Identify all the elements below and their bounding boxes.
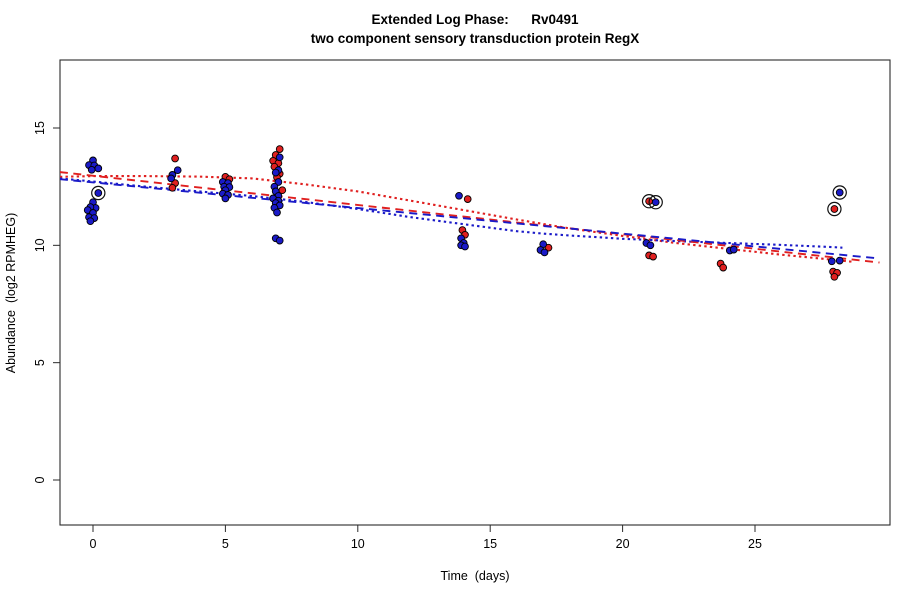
blue-condition-point	[87, 165, 96, 174]
y-tick-label: 0	[33, 476, 47, 483]
y-tick-label: 10	[33, 238, 47, 252]
circled-blue-point	[835, 188, 844, 197]
x-tick-label: 10	[351, 537, 365, 551]
blue-condition-point	[167, 174, 175, 183]
y-tick-label: 5	[33, 359, 47, 366]
circled-blue-point	[651, 198, 660, 207]
red-condition-point	[830, 272, 839, 281]
axes-ticks: 0 5 10 15 20 25 0 5 10 15	[33, 121, 762, 551]
plot-content	[60, 145, 880, 281]
y-tick-label: 15	[33, 121, 47, 135]
x-tick-label: 20	[616, 537, 630, 551]
blue-loess-dotted-line	[60, 177, 843, 249]
blue-condition-point	[94, 164, 103, 173]
blue-condition-point	[273, 208, 281, 217]
outlier-ring-icon	[91, 185, 106, 201]
blue-condition-point	[455, 191, 463, 200]
red-condition-point	[649, 252, 657, 261]
circled-blue-point	[94, 189, 103, 197]
chart-title: Extended Log Phase: Rv0491	[371, 12, 579, 27]
blue-condition-point	[275, 236, 284, 245]
x-tick-label: 25	[748, 537, 762, 551]
red-condition-point	[719, 263, 728, 272]
y-axis-label: Abundance (log2 RPMHEG)	[4, 213, 18, 374]
red-condition-point	[171, 154, 179, 163]
blue-condition-point	[835, 256, 844, 265]
circled-red-point	[830, 205, 839, 213]
blue-condition-point	[461, 242, 469, 251]
outlier-ring-icon	[648, 194, 663, 210]
blue-condition-point	[221, 194, 230, 203]
blue-linear-dashed-line	[60, 178, 880, 260]
x-tick-label: 15	[483, 537, 497, 551]
blue-condition-point	[275, 153, 284, 162]
red-condition-point	[275, 145, 284, 153]
red-condition-point	[463, 195, 472, 203]
plot-area-border	[59, 59, 891, 526]
x-tick-label: 0	[90, 537, 97, 551]
blue-condition-point	[827, 257, 836, 266]
blue-condition-point	[271, 168, 280, 177]
red-linear-dashed-line	[60, 171, 880, 264]
blue-condition-point	[540, 248, 549, 257]
red-condition-point	[168, 183, 177, 192]
chart-subtitle: two component sensory transduction prote…	[311, 31, 640, 46]
outlier-ring-icon	[832, 185, 847, 200]
blue-condition-point	[86, 217, 95, 226]
outlier-ring-icon	[827, 201, 842, 217]
blue-condition-point	[729, 245, 738, 254]
x-axis-label: Time (days)	[441, 569, 510, 583]
x-tick-label: 5	[222, 537, 229, 551]
blue-condition-point	[646, 241, 655, 250]
blue-condition-point	[173, 166, 182, 175]
